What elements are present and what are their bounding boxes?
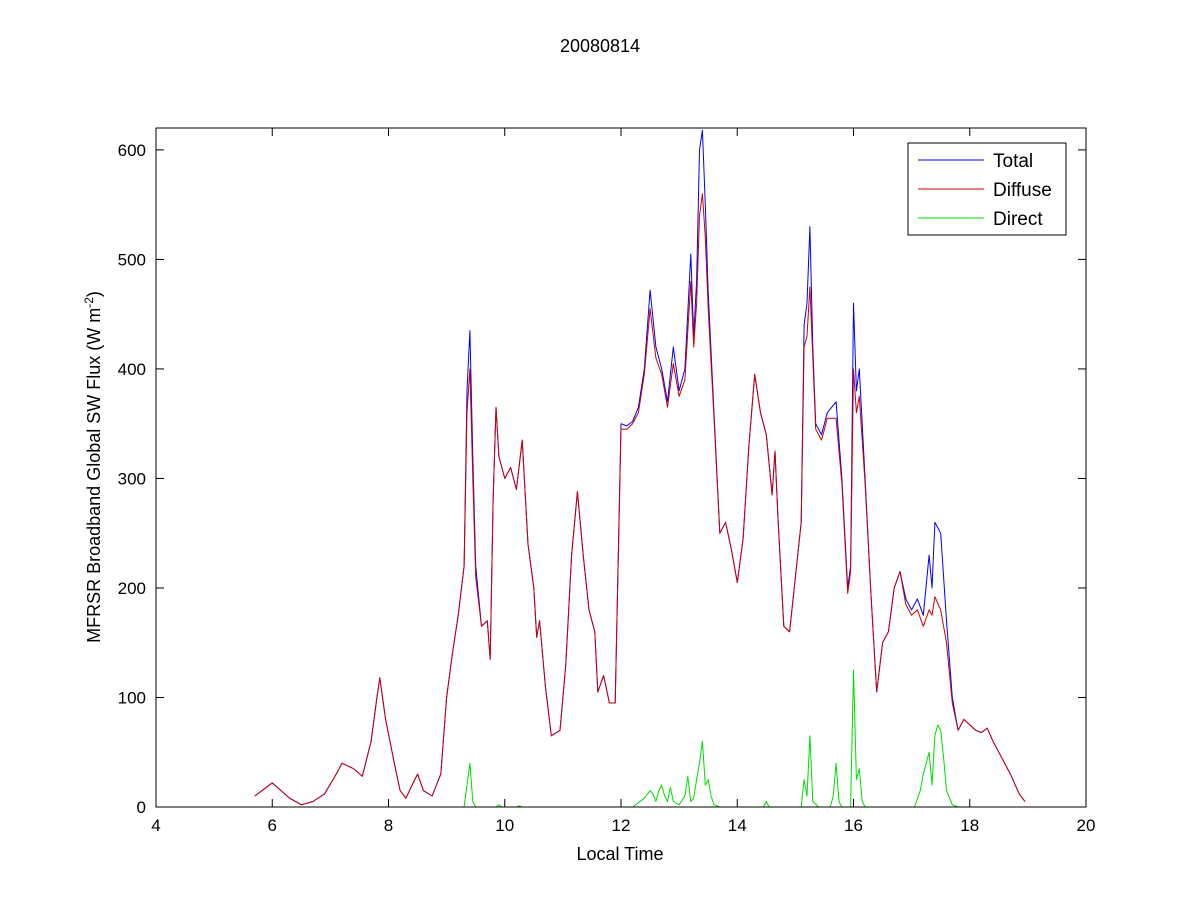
- x-tick-label: 12: [612, 816, 631, 835]
- y-axis: 0 100 200 300 400 500 600: [118, 141, 1086, 817]
- x-tick-label: 6: [268, 816, 277, 835]
- y-axis-label: MFRSR Broadband Global SW Flux (W m-2): [82, 291, 104, 643]
- x-tick-label: 16: [844, 816, 863, 835]
- x-tick-label: 20: [1077, 816, 1096, 835]
- x-axis-label: Local Time: [576, 844, 663, 864]
- y-tick-label: 400: [118, 360, 146, 379]
- y-tick-label: 600: [118, 141, 146, 160]
- y-tick-label: 300: [118, 469, 146, 488]
- legend: Total Diffuse Direct: [907, 142, 1067, 236]
- legend-label-diffuse: Diffuse: [993, 180, 1052, 201]
- chart-title: 20080814: [560, 36, 640, 56]
- x-axis: 4 6 8 10 12 14 16 18 20: [151, 128, 1095, 835]
- x-tick-label: 4: [151, 816, 160, 835]
- y-tick-label: 200: [118, 579, 146, 598]
- x-tick-label: 10: [495, 816, 514, 835]
- legend-label-direct: Direct: [993, 209, 1043, 230]
- series-line-diffuse: [254, 193, 1026, 806]
- legend-label-total: Total: [993, 151, 1033, 172]
- y-tick-label: 0: [137, 798, 146, 817]
- x-tick-label: 14: [728, 816, 747, 835]
- y-tick-label: 500: [118, 250, 146, 269]
- x-tick-label: 8: [384, 816, 393, 835]
- y-tick-label: 100: [118, 688, 146, 707]
- series-line-direct: [312, 669, 1023, 808]
- x-tick-label: 18: [960, 816, 979, 835]
